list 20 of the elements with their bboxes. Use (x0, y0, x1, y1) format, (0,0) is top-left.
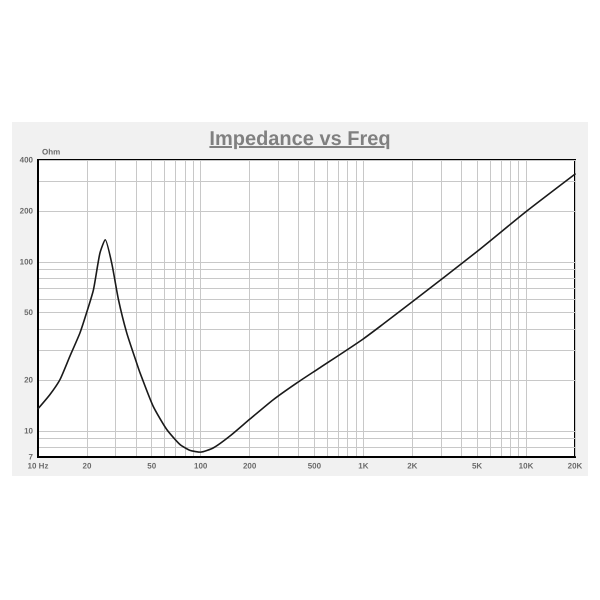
x-tick-label: 2K (407, 462, 418, 470)
y-tick-label: 20 (24, 375, 34, 384)
x-tick-label: 500 (308, 462, 322, 470)
x-tick-label: 5K (472, 462, 482, 470)
x-tick-label: 10K (518, 462, 534, 470)
y-tick-label: 7 (28, 452, 34, 462)
y-tick-label: 400 (20, 156, 34, 164)
x-tick-label: 100 (194, 462, 208, 470)
y-tick-label: 200 (20, 206, 34, 216)
chart-title: Impedance vs Freq (209, 128, 391, 150)
x-tick-label: 10 Hz (28, 462, 48, 470)
x-tick-label: 20 (82, 462, 92, 470)
y-tick-label: 10 (24, 426, 34, 436)
x-tick-label: 1K (358, 462, 369, 470)
x-tick-label: 50 (147, 462, 157, 470)
x-tick-label: 200 (242, 462, 257, 470)
x-tick-label: 20K (568, 462, 583, 470)
y-tick-label: 100 (20, 257, 34, 266)
y-tick-label: 50 (24, 308, 34, 318)
y-axis-title: Ohm (42, 148, 60, 156)
